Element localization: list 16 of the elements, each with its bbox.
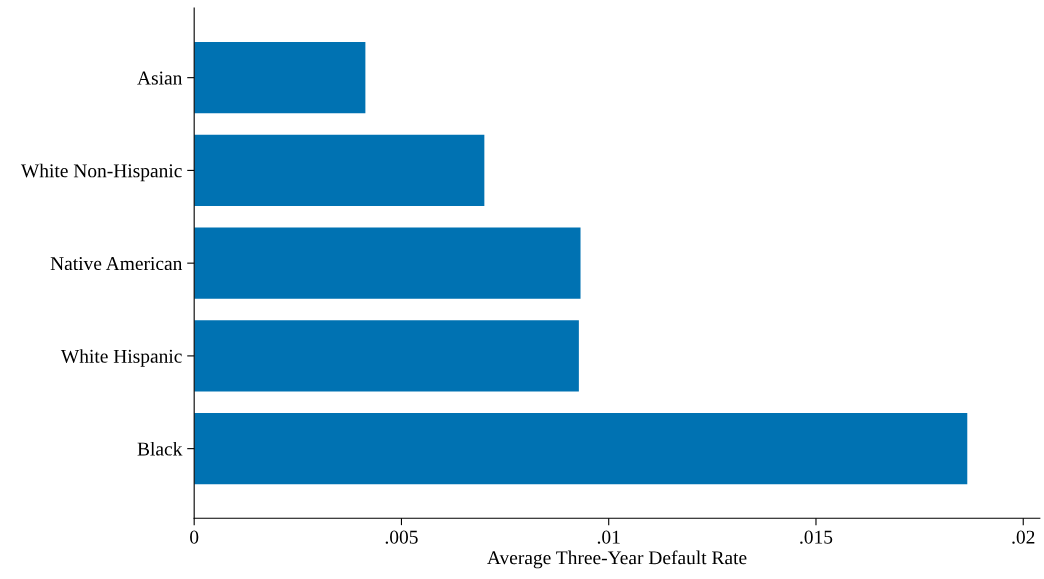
bar	[194, 134, 485, 207]
bar	[194, 227, 581, 299]
x-axis-title: Average Three-Year Default Rate	[487, 550, 747, 569]
y-tick-label: Asian	[137, 71, 183, 85]
bar	[194, 320, 579, 392]
y-tick-label: White Non-Hispanic	[20, 163, 182, 182]
x-tick-label: .01	[597, 530, 620, 544]
x-tick-label: 0	[190, 530, 199, 544]
x-tick-label: .015	[800, 530, 833, 544]
x-tick-label: .005	[385, 530, 418, 544]
y-tick-label: White Hispanic	[60, 349, 182, 367]
x-tick-label: .02	[1012, 530, 1035, 544]
y-tick-label: Black	[137, 441, 183, 456]
bar	[194, 412, 968, 485]
bar	[194, 41, 366, 114]
y-tick-label: Native American	[50, 257, 183, 271]
